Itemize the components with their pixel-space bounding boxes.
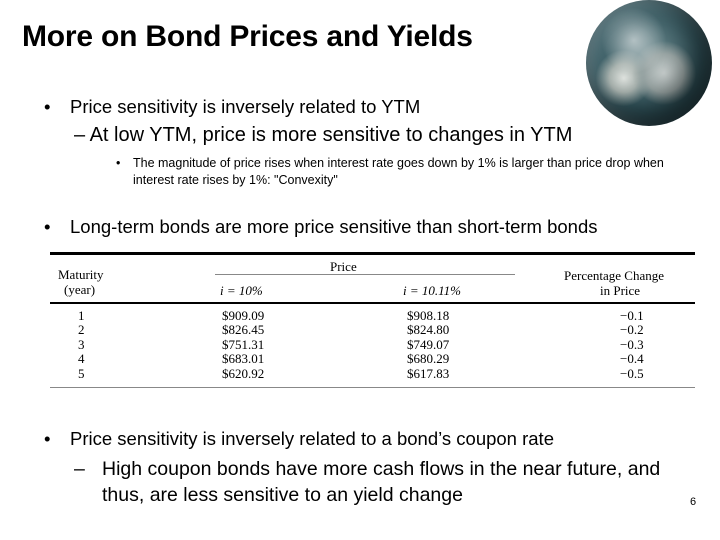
table-cell-maturity: 2 <box>78 322 85 338</box>
header-i-10: i = 10% <box>220 283 263 298</box>
bullet-price-sensitivity-ytm: • Price sensitivity is inversely related … <box>44 96 420 118</box>
table-cell-maturity: 1 <box>78 308 85 323</box>
header-price: Price <box>330 259 357 274</box>
bullet-text: Long-term bonds are more price sensitive… <box>70 216 598 237</box>
header-maturity: Maturity <box>58 267 104 282</box>
table-price-subrule <box>215 274 515 275</box>
table-cell-pct-change: −0.3 <box>620 336 644 352</box>
page-number: 6 <box>690 496 697 508</box>
price-10-column: $909.09 $826.45 $751.31 $683.01 $620.92 <box>222 308 265 381</box>
header-pct-change-unit: in Price <box>600 283 641 298</box>
header-pct-change: Percentage Change <box>564 268 664 283</box>
table-cell-pct-change: −0.1 <box>620 308 644 323</box>
subsubbullet-convexity: • The magnitude of price rises when inte… <box>116 155 696 189</box>
bullet-marker: • <box>44 428 51 449</box>
table-cell-price-10: $826.45 <box>222 322 265 338</box>
table-cell-pct-change: −0.2 <box>620 322 644 338</box>
table-header-rule <box>50 302 695 304</box>
table-bottom-rule <box>50 387 695 388</box>
subbullet-text: At low YTM, price is more sensitive to c… <box>89 124 573 146</box>
table-cell-price-1011: $908.18 <box>407 308 450 323</box>
bullet-text: Price sensitivity is inversely related t… <box>70 96 421 117</box>
table-cell-price-10: $751.31 <box>222 336 265 352</box>
table-cell-price-10: $683.01 <box>222 351 265 367</box>
dash-marker: – <box>74 458 85 480</box>
header-i-1011: i = 10.11% <box>403 283 461 298</box>
bond-price-table: Maturity (year) Price i = 10% i = 10.11%… <box>50 247 695 392</box>
bullet-marker: • <box>116 156 121 170</box>
bullet-marker: • <box>44 96 51 117</box>
globe-image <box>586 0 712 126</box>
pct-change-column: −0.1 −0.2 −0.3 −0.4 −0.5 <box>620 308 644 381</box>
subbullet-text: High coupon bonds have more cash flows i… <box>102 458 661 506</box>
table-top-rule <box>50 252 695 255</box>
table-cell-pct-change: −0.4 <box>620 351 644 367</box>
bullet-marker: • <box>44 216 51 237</box>
bullet-coupon-rate: • Price sensitivity is inversely related … <box>44 428 554 450</box>
table-cell-price-10: $620.92 <box>222 365 265 381</box>
price-1011-column: $908.18 $824.80 $749.07 $680.29 $617.83 <box>407 308 450 381</box>
table-cell-maturity: 5 <box>78 365 85 381</box>
subbullet-high-coupon: – High coupon bonds have more cash flows… <box>74 456 694 508</box>
bullet-text: Price sensitivity is inversely related t… <box>70 428 554 449</box>
table-cell-pct-change: −0.5 <box>620 365 644 381</box>
table-cell-price-10: $909.09 <box>222 308 265 323</box>
table-cell-price-1011: $749.07 <box>407 336 450 352</box>
subsubbullet-text: The magnitude of price rises when intere… <box>133 156 664 187</box>
table-cell-maturity: 3 <box>78 336 85 352</box>
table-cell-price-1011: $617.83 <box>407 365 450 381</box>
subbullet-low-ytm: – At low YTM, price is more sensitive to… <box>74 124 572 147</box>
table-cell-price-1011: $680.29 <box>407 351 450 367</box>
slide-title: More on Bond Prices and Yields <box>22 20 473 53</box>
header-maturity-unit: (year) <box>64 282 96 297</box>
dash-marker: – <box>74 124 86 146</box>
table-cell-price-1011: $824.80 <box>407 322 450 338</box>
bullet-long-term-bonds: • Long-term bonds are more price sensitiv… <box>44 216 598 238</box>
maturity-column: 1 2 3 4 5 <box>78 308 85 381</box>
table-cell-maturity: 4 <box>78 351 85 367</box>
